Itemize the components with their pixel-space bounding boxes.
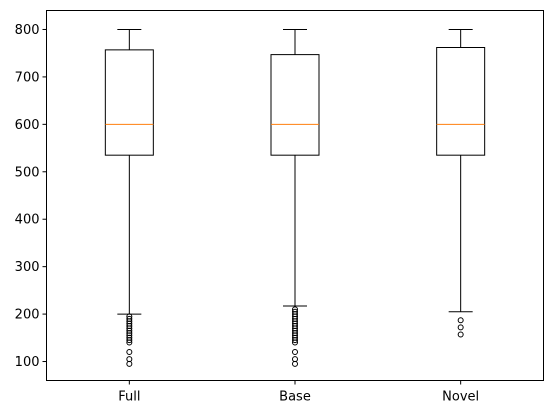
box-group-base [270,28,320,367]
box-group-full [104,28,154,367]
outlier-point [292,349,298,356]
outlier-point [126,313,133,320]
y-tick-label: 200 [15,308,40,323]
outlier-point [457,331,464,338]
y-tick-label: 500 [15,165,40,180]
y-tick-label: 700 [15,70,40,85]
x-axis: Full Base Novel [118,380,479,405]
outlier-point [126,356,133,363]
outlier-point [457,317,464,324]
x-tick-label: Full [118,390,140,405]
iqr-box [270,54,320,156]
plot-area [104,28,486,367]
y-tick-label: 100 [15,355,40,370]
outlier-point [292,306,298,313]
y-axis: 100 200 300 400 500 600 700 800 [15,23,47,370]
x-tick-label: Base [279,390,311,405]
outlier-point [292,356,298,363]
y-tick-label: 800 [15,23,40,38]
outlier-point [126,315,133,322]
iqr-box [104,49,154,156]
y-tick-label: 600 [15,118,40,133]
outlier-point [126,349,133,356]
x-tick-label: Novel [442,390,479,405]
iqr-box [436,47,486,156]
outlier-point [292,308,298,315]
y-tick-label: 400 [15,213,40,228]
box-group-novel [436,28,486,338]
y-tick-label: 300 [15,260,40,275]
outlier-point [457,324,464,331]
